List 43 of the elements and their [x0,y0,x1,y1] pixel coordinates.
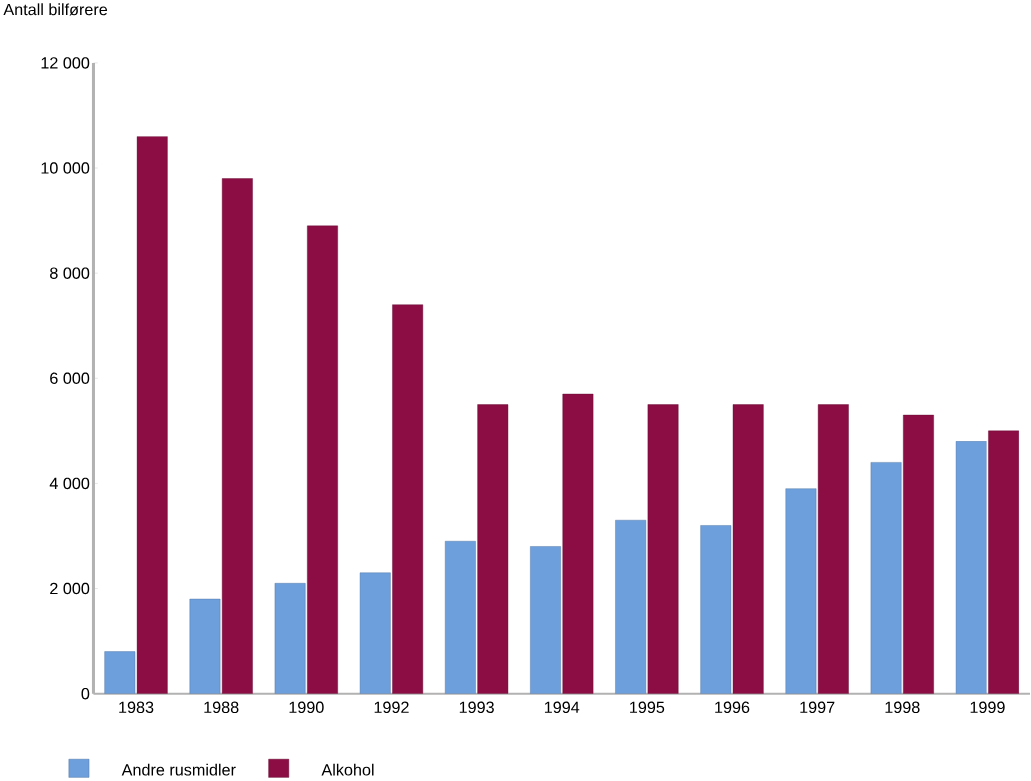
y-tick-label: 12 000 [41,57,90,69]
y-tick-label: 10 000 [41,162,90,174]
x-tick-label: 1998 [885,701,920,714]
bar [870,462,902,694]
legend-label: Alkohol [321,763,374,776]
bar [817,404,849,694]
x-tick-label: 1983 [119,701,154,714]
bar [615,520,647,694]
bar [903,414,934,694]
y-tick-label: 2 000 [50,582,90,595]
bar [189,598,221,694]
x-tick-label: 1990 [289,701,324,714]
bar [136,136,168,694]
x-tick-label: 1993 [459,701,494,714]
x-tick-label: 1992 [374,701,409,714]
legend-label: Andre rusmidler [121,763,236,776]
bar [221,178,253,694]
bar [392,304,424,694]
bar [562,393,594,694]
x-tick-label: 1997 [800,701,835,714]
x-tick-label: 1999 [970,701,1005,714]
bar [700,525,732,694]
y-tick-label: 8 000 [50,267,90,279]
bar [732,404,764,694]
x-tick-label: 1996 [715,701,750,714]
x-tick-label: 1995 [630,701,665,714]
bar [104,651,136,694]
x-tick-label: 1994 [544,701,580,714]
bar [274,583,306,694]
y-tick-label: 0 [81,687,90,700]
bar [477,404,509,694]
x-tick-label: 1988 [204,701,239,714]
bar [988,430,1020,694]
bar [530,546,561,694]
y-tick-label: 4 000 [49,477,90,490]
bar [955,441,987,694]
bar [359,572,391,694]
y-axis-title: Antall bilførere [3,3,108,16]
bar [307,225,338,694]
bar [445,541,476,694]
y-tick-label: 6 000 [50,372,90,385]
bar [785,488,817,694]
bar [647,404,679,694]
